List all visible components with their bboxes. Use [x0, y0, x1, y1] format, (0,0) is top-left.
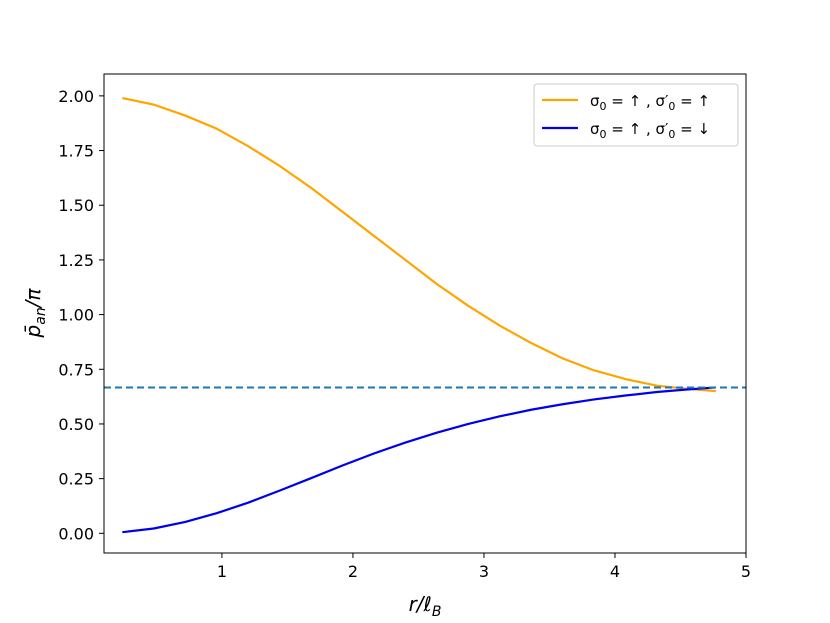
legend-box [533, 83, 739, 147]
y-tick-label: 2.00 [58, 87, 94, 106]
y-tick-label: 0.25 [58, 470, 94, 489]
series-line-2 [122, 386, 716, 534]
y-tick-label: 0.00 [58, 524, 94, 543]
x-axis: 1 2 3 4 5 [217, 553, 751, 581]
y-tick-label: 1.75 [58, 142, 94, 161]
y-axis: 0.00 0.25 0.50 0.75 1.00 1.25 1.50 1.75 2.00 [58, 87, 104, 543]
x-tick-label: 4 [610, 562, 620, 581]
series-line-1 [122, 96, 716, 393]
y-tick-label: 0.50 [58, 415, 94, 434]
y-tick-label: 1.00 [58, 306, 94, 325]
y-tick-label: 1.50 [58, 196, 94, 215]
axes-frame [103, 73, 747, 554]
legend-label-1: σ0 = ↑ , σ′0 = ↑ [590, 92, 710, 113]
x-tick-label: 5 [741, 562, 751, 581]
legend: σ0 = ↑ , σ′0 = ↑ σ0 = ↑ , σ′0 = ↓ [533, 83, 739, 147]
y-tick-label: 0.75 [58, 360, 94, 379]
plot-area [104, 96, 746, 534]
y-tick-label: 1.25 [58, 251, 94, 270]
legend-label-2: σ0 = ↑ , σ′0 = ↓ [590, 120, 710, 141]
y-axis-label: p̄an/π [21, 288, 49, 339]
x-tick-label: 2 [348, 562, 358, 581]
x-tick-label: 1 [217, 562, 227, 581]
x-tick-label: 3 [479, 562, 489, 581]
svg-text:p̄an/π: p̄an/π [21, 288, 49, 339]
x-axis-label: r/ℓB [409, 592, 442, 620]
